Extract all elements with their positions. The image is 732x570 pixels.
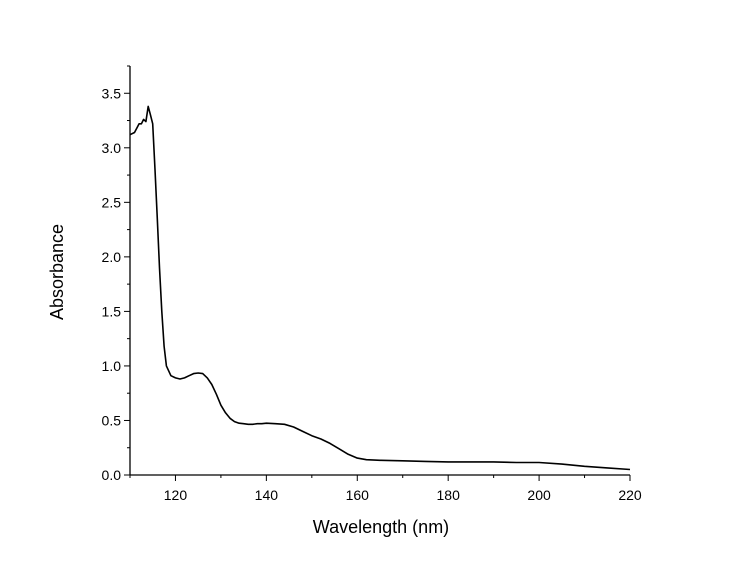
x-tick-label: 140 <box>255 487 279 503</box>
series-group <box>129 105 631 471</box>
tick-marks <box>124 65 631 481</box>
x-tick-label: 200 <box>527 487 551 503</box>
y-tick-label: 1.0 <box>102 358 122 374</box>
y-tick-label: 1.5 <box>102 303 122 319</box>
x-axis-title: Wavelength (nm) <box>313 517 449 537</box>
x-tick-label: 220 <box>618 487 642 503</box>
axes <box>129 66 630 476</box>
y-tick-label: 2.0 <box>102 249 122 265</box>
y-tick-label: 3.5 <box>102 85 122 101</box>
y-tick-label: 3.0 <box>102 140 122 156</box>
series-line <box>129 105 631 471</box>
y-tick-label: 0.0 <box>102 467 122 483</box>
x-tick-label: 180 <box>437 487 461 503</box>
y-tick-label: 0.5 <box>102 412 122 428</box>
y-tick-label: 2.5 <box>102 194 122 210</box>
y-axis-title: Absorbance <box>47 224 67 320</box>
tick-labels: 120 140 160 180 200 220 0.0 0.5 1.0 1.5 2.0 2.5 3.0 3… <box>102 85 642 503</box>
x-tick-label: 160 <box>346 487 370 503</box>
x-tick-label: 120 <box>164 487 188 503</box>
